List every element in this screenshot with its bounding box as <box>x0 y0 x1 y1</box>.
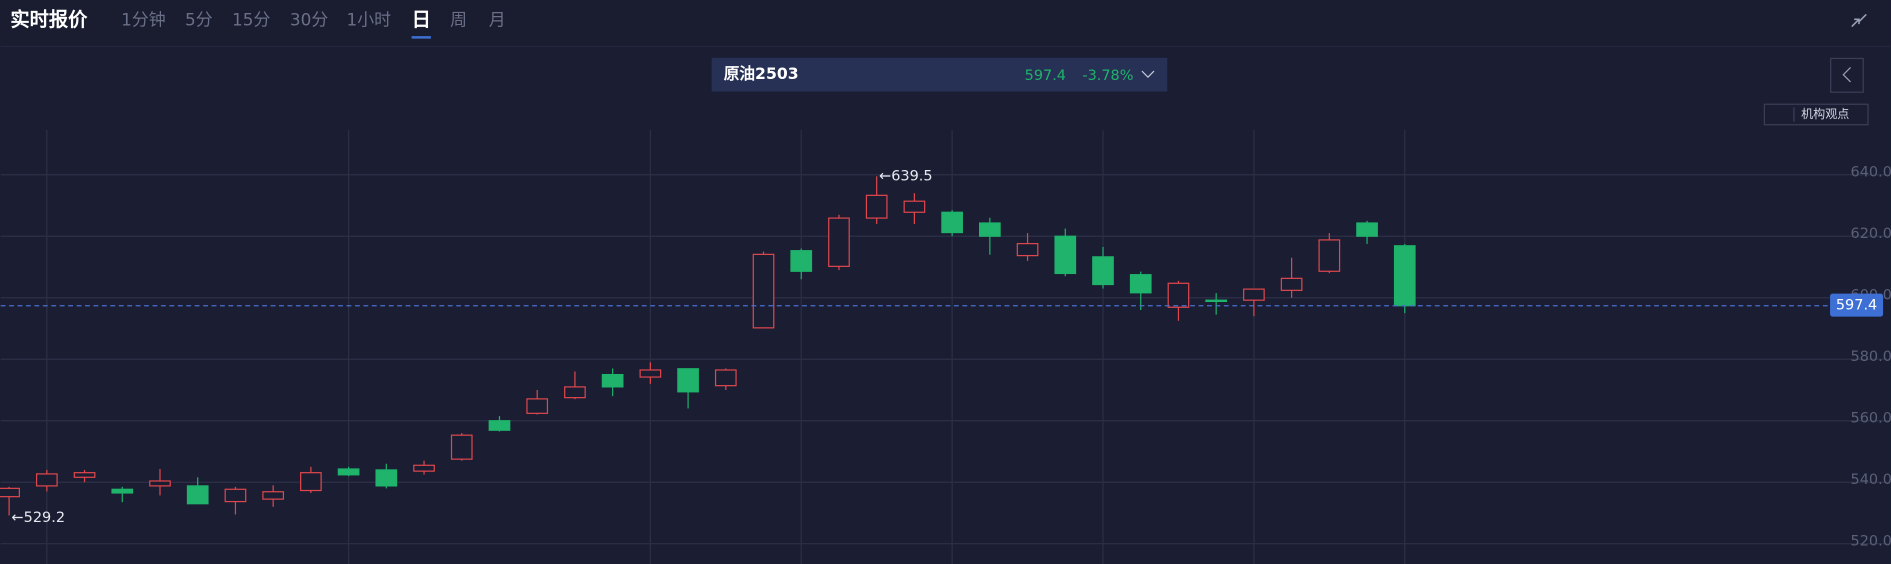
period-tab[interactable]: 15分 <box>232 9 270 29</box>
candle-body <box>903 200 926 213</box>
y-tick-label: 540.0 <box>1851 472 1891 488</box>
candle-body <box>35 473 58 487</box>
period-tab[interactable]: 5分 <box>185 9 213 29</box>
opinion-label: 机构观点 <box>1801 106 1849 121</box>
candle-body <box>1054 235 1077 275</box>
candle-body <box>1167 282 1190 308</box>
y-tick-label: 520.0 <box>1851 533 1891 549</box>
y-tick-label: 560.0 <box>1851 410 1891 426</box>
candle-body <box>1016 243 1039 257</box>
period-tab[interactable]: 1小时 <box>347 9 392 29</box>
candle-body <box>941 211 963 234</box>
candle-body <box>752 253 775 329</box>
candle-body <box>186 485 209 505</box>
candle-body <box>1280 277 1303 291</box>
page-title: 实时报价 <box>10 8 88 31</box>
opinion-button[interactable] <box>1763 103 1869 126</box>
candle-body <box>1205 299 1228 303</box>
candle-body <box>0 487 20 498</box>
extreme-label: ←529.2 <box>12 510 66 526</box>
candle-body <box>526 398 549 414</box>
candle-body <box>111 488 134 494</box>
plot: 520.0540.0560.0580.0600.0620.0640.0←639.… <box>0 130 1891 564</box>
icon <box>1851 13 1867 28</box>
candle-body <box>224 488 247 503</box>
candle-body <box>564 386 586 399</box>
period-tab[interactable]: 30分 <box>290 9 328 29</box>
candle-body <box>149 480 171 487</box>
candle-body <box>450 434 473 460</box>
last-price-box <box>1830 293 1884 317</box>
last-price-label: 597.4 <box>1836 298 1877 314</box>
candle-body <box>677 368 699 393</box>
candle-body <box>1356 222 1378 237</box>
candle-body <box>1393 245 1416 307</box>
period-tabs: 1分钟 5分 15分 30分 1小时日周 月 <box>121 8 506 39</box>
candle-body <box>790 250 813 272</box>
candle-body <box>1243 288 1265 301</box>
candle-body <box>639 369 662 378</box>
y-tick-label: 620.0 <box>1851 226 1891 242</box>
candle-body <box>375 469 398 487</box>
candle-body <box>413 464 435 472</box>
y-tick-label: 640.0 <box>1851 164 1891 180</box>
symbol-change: -3.78% <box>1082 68 1133 84</box>
extreme-label: ←639.5 <box>879 168 933 184</box>
period-tab[interactable]: 日 <box>412 8 431 31</box>
symbol-price: 597.4 <box>1025 68 1066 84</box>
top-bar <box>0 0 1891 46</box>
candle-body <box>979 222 1001 237</box>
candle-body <box>714 369 737 387</box>
candle-body <box>262 491 285 500</box>
period-tab[interactable]: 1分钟 <box>121 9 165 29</box>
symbol-name: 原油2503 <box>724 64 799 83</box>
candle-body <box>1129 274 1152 294</box>
symbol-header[interactable] <box>711 57 1168 92</box>
candle-body <box>601 373 624 388</box>
candle-body <box>337 468 360 476</box>
candle-body <box>1318 239 1341 272</box>
period-tab[interactable]: 月 <box>489 9 506 29</box>
y-tick-label: 580.0 <box>1851 349 1891 365</box>
period-tab[interactable]: 周 <box>450 9 467 29</box>
candle-body <box>865 194 888 219</box>
dropdown-icon <box>1141 70 1155 78</box>
collapse-icon[interactable] <box>1851 13 1867 28</box>
candle-body <box>300 472 322 492</box>
candle-body <box>488 420 511 431</box>
candle-body <box>828 217 850 267</box>
icon <box>1842 67 1851 83</box>
candle-body <box>73 472 96 478</box>
back-button[interactable] <box>1830 57 1864 93</box>
candle-body <box>1092 256 1114 286</box>
